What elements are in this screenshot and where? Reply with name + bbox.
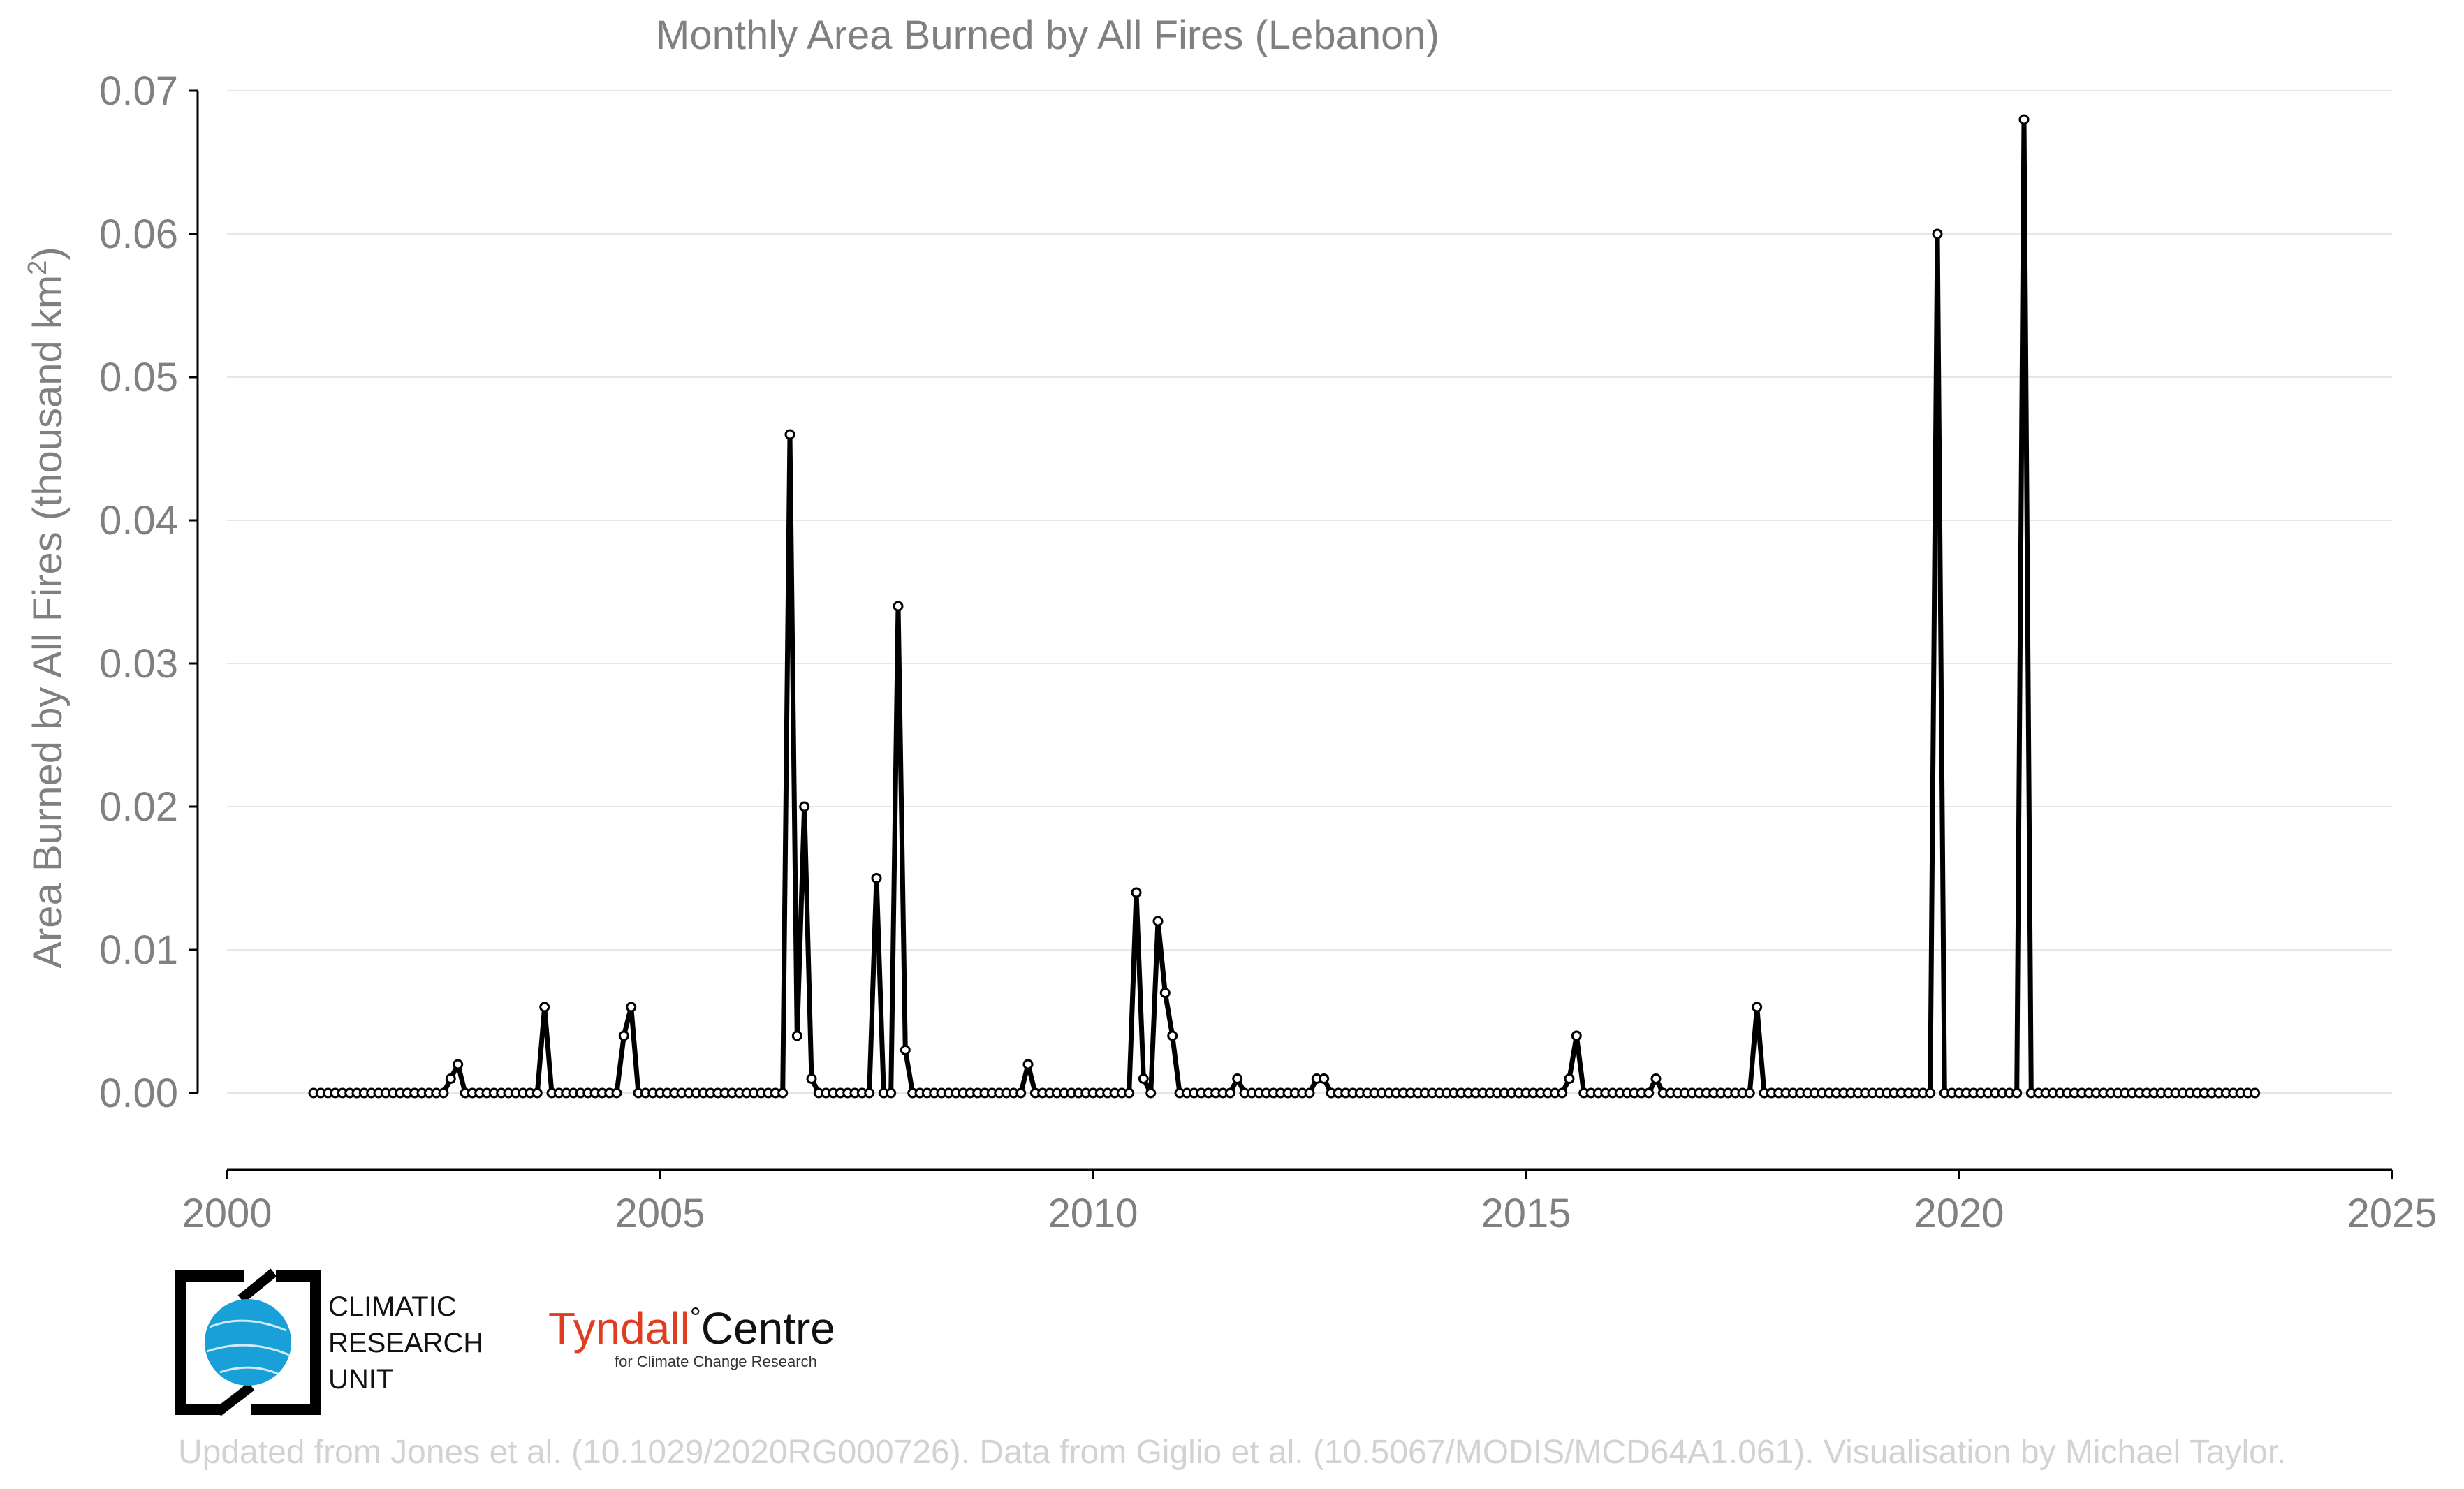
globe-icon bbox=[205, 1299, 291, 1386]
data-point bbox=[799, 801, 810, 812]
data-point bbox=[539, 1002, 550, 1013]
data-point bbox=[1015, 1087, 1027, 1099]
data-point bbox=[1224, 1087, 1235, 1099]
data-point bbox=[1167, 1030, 1178, 1041]
x-tick-label: 2000 bbox=[182, 1191, 272, 1236]
data-point bbox=[531, 1087, 543, 1099]
footer-credits: Updated from Jones et al. (10.1029/2020R… bbox=[178, 1434, 2287, 1471]
data-point bbox=[1145, 1087, 1157, 1099]
data-point bbox=[626, 1002, 637, 1013]
data-point bbox=[618, 1030, 629, 1041]
tyndall-subtitle: for Climate Change Research bbox=[615, 1353, 817, 1370]
data-point bbox=[1304, 1087, 1315, 1099]
data-point bbox=[1557, 1087, 1568, 1099]
tyndall-centre: Centre bbox=[701, 1303, 835, 1354]
data-point bbox=[1124, 1087, 1135, 1099]
y-ticks: 0.00 0.01 0.02 0.03 0.04 0.05 0.06 0.07 bbox=[99, 68, 198, 1116]
data-point bbox=[784, 429, 795, 440]
tyndall-word: Tyndall bbox=[548, 1303, 690, 1354]
y-axis-label-main: Area Burned by All Fires (thousand km bbox=[25, 275, 71, 969]
cru-bracket-left bbox=[175, 1270, 244, 1415]
data-point bbox=[2011, 1087, 2023, 1099]
data-point bbox=[1152, 916, 1164, 927]
data-point bbox=[1571, 1030, 1582, 1041]
y-tick-label: 0.03 bbox=[99, 641, 178, 687]
y-tick-label: 0.01 bbox=[99, 927, 178, 973]
data-point bbox=[1159, 988, 1171, 998]
data-point bbox=[777, 1087, 789, 1099]
cru-line-1: CLIMATIC bbox=[328, 1291, 457, 1322]
data-point bbox=[1022, 1059, 1034, 1070]
y-axis-label: Area Burned by All Fires (thousand km2) bbox=[23, 247, 71, 968]
data-point bbox=[791, 1030, 802, 1041]
y-tick-label: 0.05 bbox=[99, 355, 178, 400]
y-axis-label-close: ) bbox=[25, 247, 71, 260]
cru-bracket-right bbox=[251, 1270, 321, 1415]
x-tick-label: 2005 bbox=[615, 1191, 705, 1236]
globe-swirl-2 bbox=[206, 1344, 290, 1356]
globe-swirl-3 bbox=[219, 1366, 280, 1376]
gridlines bbox=[227, 90, 2392, 1094]
data-point bbox=[1744, 1087, 1755, 1099]
tyndall-degree: ° bbox=[689, 1303, 701, 1333]
x-tick-label: 2020 bbox=[1914, 1191, 2004, 1236]
data-point bbox=[1564, 1073, 1575, 1084]
data-point bbox=[893, 601, 904, 612]
x-tick-label: 2010 bbox=[1048, 1191, 1138, 1236]
data-point bbox=[2250, 1087, 2261, 1099]
data-point bbox=[1138, 1073, 1149, 1084]
data-point bbox=[445, 1073, 456, 1084]
cru-slash-top bbox=[237, 1268, 277, 1303]
tyndall-logo: Tyndall°Centre for Climate Change Resear… bbox=[548, 1303, 835, 1370]
y-tick-label: 0.04 bbox=[99, 498, 178, 543]
data-point bbox=[453, 1059, 464, 1070]
y-tick-label: 0.00 bbox=[99, 1071, 178, 1116]
series-area-burned bbox=[308, 114, 2261, 1099]
x-tick-label: 2015 bbox=[1481, 1191, 1571, 1236]
cru-line-2: RESEARCH bbox=[328, 1328, 484, 1358]
x-ticks: 2000 2005 2010 2015 2020 2025 bbox=[182, 1170, 2437, 1236]
data-point bbox=[871, 873, 882, 883]
data-point bbox=[611, 1087, 622, 1099]
data-point bbox=[1643, 1087, 1655, 1099]
data-point bbox=[1319, 1073, 1330, 1084]
y-axis-label-superscript: 2 bbox=[23, 261, 52, 275]
cru-line-3: UNIT bbox=[328, 1364, 394, 1395]
data-point bbox=[1925, 1087, 1936, 1099]
data-point bbox=[1752, 1002, 1763, 1013]
cru-logo-text: CLIMATIC RESEARCH UNIT bbox=[328, 1289, 483, 1398]
data-point bbox=[886, 1087, 897, 1099]
y-tick-label: 0.06 bbox=[99, 212, 178, 257]
x-tick-label: 2025 bbox=[2347, 1191, 2437, 1236]
y-tick-label: 0.07 bbox=[99, 68, 178, 114]
data-point bbox=[2018, 114, 2030, 125]
cru-slash-bottom bbox=[214, 1382, 255, 1416]
data-point bbox=[438, 1087, 449, 1099]
data-point bbox=[864, 1087, 875, 1099]
data-point bbox=[900, 1045, 911, 1055]
data-point bbox=[1932, 228, 1943, 240]
cru-logo bbox=[175, 1268, 321, 1416]
data-point bbox=[1131, 887, 1142, 898]
chart-title: Monthly Area Burned by All Fires (Lebano… bbox=[656, 13, 1439, 58]
data-point bbox=[1650, 1073, 1662, 1084]
series-line bbox=[314, 117, 2255, 1096]
data-point bbox=[806, 1073, 817, 1084]
data-point bbox=[1232, 1073, 1243, 1084]
y-tick-label: 0.02 bbox=[99, 784, 178, 830]
globe-swirl-1 bbox=[209, 1319, 287, 1332]
axes bbox=[196, 91, 2392, 1171]
